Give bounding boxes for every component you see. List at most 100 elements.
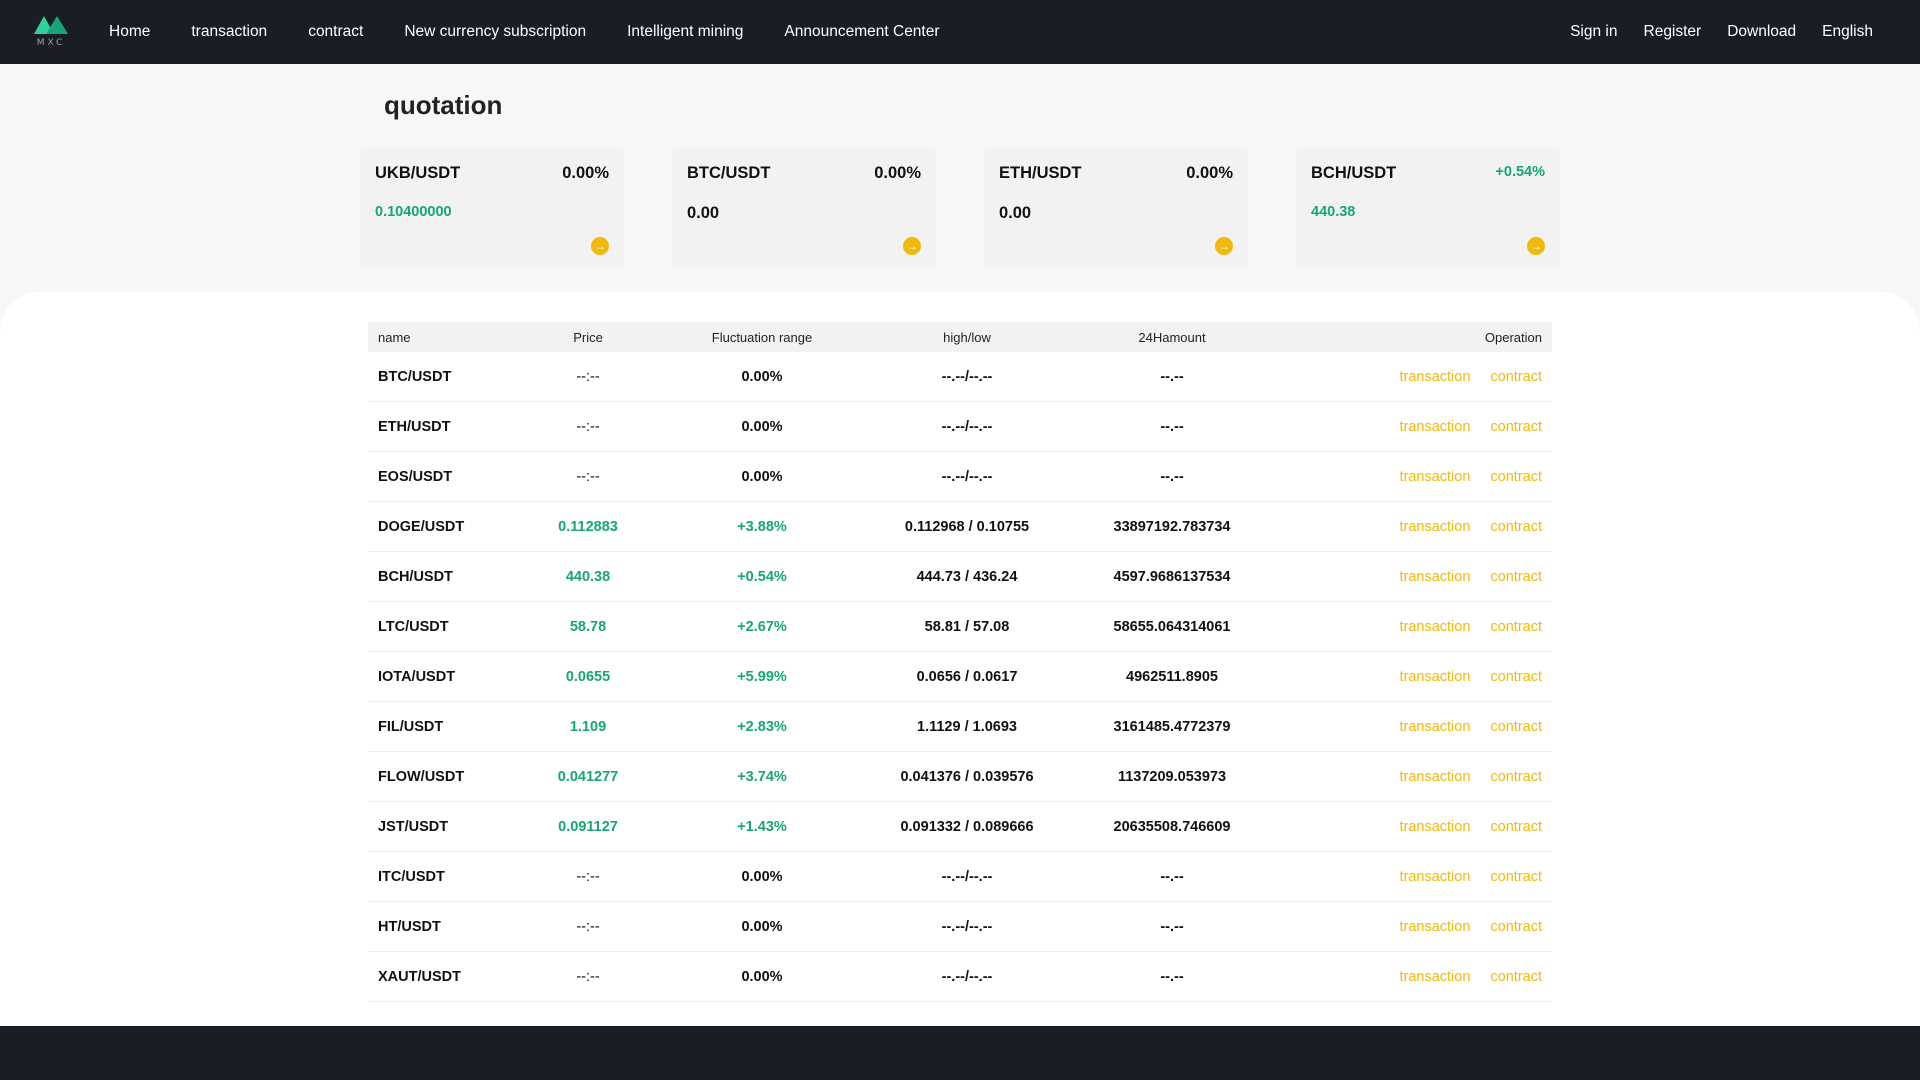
arrow-right-icon[interactable]: → [903,237,921,255]
table-row[interactable]: BCH/USDT 440.38 +0.54% 444.73 / 436.24 4597.… [368,552,1552,602]
transaction-link[interactable]: transaction [1399,368,1471,385]
arrow-right-icon[interactable]: → [1527,237,1545,255]
table-row[interactable]: LTC/USDT 58.78 +2.67% 58.81 / 57.08 58655.06… [368,602,1552,652]
pair-change: 0.00% [741,968,783,985]
quote-card[interactable]: UKB/USDT 0.00% 0.10400000 → [360,148,624,267]
pair-high-low: 444.73 / 436.24 [916,568,1018,585]
pair-change: 0.00% [741,868,783,885]
transaction-link[interactable]: transaction [1399,568,1471,585]
transaction-link[interactable]: transaction [1399,818,1471,835]
pair-high-low: 0.112968 / 0.10755 [904,518,1030,535]
pair-change: +2.83% [737,718,787,735]
contract-link[interactable]: contract [1490,668,1542,685]
market-panel [0,292,1920,1026]
table-row[interactable]: BTC/USDT --:-- 0.00% --.--/--.-- --.-- transa… [368,352,1552,402]
arrow-right-icon[interactable]: → [591,237,609,255]
pair-price: 0.112883 [558,518,618,535]
nav-new-currency-subscription[interactable]: New currency subscription [404,23,587,40]
transaction-link[interactable]: transaction [1399,418,1471,435]
transaction-link[interactable]: transaction [1399,518,1471,535]
nav-announcement-center[interactable]: Announcement Center [784,23,940,40]
arrow-right-icon[interactable]: → [1215,237,1233,255]
pair-price: 440.38 [565,568,611,585]
pair-24h-amount: 1137209.053973 [1117,768,1227,785]
pair-change: +3.74% [737,768,787,785]
card-change: 0.00% [1186,164,1233,182]
operation-cell: transaction contract [1272,969,1552,985]
nav-intelligent-mining[interactable]: Intelligent mining [627,23,744,40]
table-row[interactable]: FLOW/USDT 0.041277 +3.74% 0.041376 / 0.0395… [368,752,1552,802]
mxc-logo-icon[interactable] [30,10,72,52]
transaction-link[interactable]: transaction [1399,468,1471,485]
quote-card[interactable]: BCH/USDT +0.54% 440.38 → [1296,148,1560,267]
contract-link[interactable]: contract [1490,768,1542,785]
table-body: BTC/USDT --:-- 0.00% --.--/--.-- --.-- transa… [368,352,1552,1002]
pair-price: 0.0655 [565,668,611,685]
table-row[interactable]: JST/USDT 0.091127 +1.43% 0.091332 / 0.08966… [368,802,1552,852]
contract-link[interactable]: contract [1490,368,1542,385]
pair-price: --:-- [576,868,600,885]
operation-cell: transaction contract [1272,719,1552,735]
language-selector[interactable]: English [1822,23,1873,40]
operation-cell: transaction contract [1272,419,1552,435]
quote-card[interactable]: BTC/USDT 0.00% 0.00 → [672,148,936,267]
contract-link[interactable]: contract [1490,518,1542,535]
quote-card[interactable]: ETH/USDT 0.00% 0.00 → [984,148,1248,267]
contract-link[interactable]: contract [1490,468,1542,485]
table-row[interactable]: FIL/USDT 1.109 +2.83% 1.1129 / 1.0693 316148… [368,702,1552,752]
table-row[interactable]: XAUT/USDT --:-- 0.00% --.--/--.-- --.-- trans… [368,952,1552,1002]
pair-price: 0.091127 [558,818,618,835]
transaction-link[interactable]: transaction [1399,618,1471,635]
pair-name: LTC/USDT [378,618,449,635]
contract-link[interactable]: contract [1490,418,1542,435]
pair-24h-amount: 4597.9686137534 [1113,568,1231,585]
footer [0,1026,1920,1080]
card-price: 0.10400000 [375,204,452,220]
pair-change: +1.43% [737,818,787,835]
table-row[interactable]: ITC/USDT --:-- 0.00% --.--/--.-- --.-- transa… [368,852,1552,902]
pair-high-low: --.--/--.-- [941,368,993,385]
table-row[interactable]: IOTA/USDT 0.0655 +5.99% 0.0656 / 0.0617 4962… [368,652,1552,702]
pair-name: XAUT/USDT [378,968,461,985]
contract-link[interactable]: contract [1490,868,1542,885]
pair-high-low: --.--/--.-- [941,868,993,885]
transaction-link[interactable]: transaction [1399,768,1471,785]
pair-name: DOGE/USDT [378,518,465,535]
pair-change: 0.00% [741,418,783,435]
table-row[interactable]: HT/USDT --:-- 0.00% --.--/--.-- --.-- transac… [368,902,1552,952]
table-row[interactable]: EOS/USDT --:-- 0.00% --.--/--.-- --.-- transa… [368,452,1552,502]
pair-24h-amount: 3161485.4772379 [1113,718,1231,735]
operation-cell: transaction contract [1272,369,1552,385]
contract-link[interactable]: contract [1490,618,1542,635]
contract-link[interactable]: contract [1490,718,1542,735]
card-pair: UKB/USDT [375,164,461,182]
nav-home[interactable]: Home [109,23,151,40]
card-pair: BTC/USDT [687,164,771,182]
nav-contract[interactable]: contract [308,23,364,40]
pair-price: --:-- [576,918,600,935]
contract-link[interactable]: contract [1490,568,1542,585]
register-link[interactable]: Register [1643,23,1702,40]
pair-high-low: 0.091332 / 0.089666 [900,818,1034,835]
table-row[interactable]: DOGE/USDT 0.112883 +3.88% 0.112968 / 0.1075… [368,502,1552,552]
transaction-link[interactable]: transaction [1399,968,1471,985]
contract-link[interactable]: contract [1490,818,1542,835]
transaction-link[interactable]: transaction [1399,718,1471,735]
sign-in-link[interactable]: Sign in [1570,23,1618,40]
contract-link[interactable]: contract [1490,918,1542,935]
contract-link[interactable]: contract [1490,968,1542,985]
transaction-link[interactable]: transaction [1399,918,1471,935]
page-title: quotation [384,90,503,120]
transaction-link[interactable]: transaction [1399,668,1471,685]
nav-transaction[interactable]: transaction [191,23,268,40]
operation-cell: transaction contract [1272,869,1552,885]
transaction-link[interactable]: transaction [1399,868,1471,885]
pair-price: 0.041277 [557,768,619,785]
header-change: Fluctuation range [711,329,813,345]
pair-name: HT/USDT [378,918,441,935]
pair-price: --:-- [576,418,600,435]
table-row[interactable]: ETH/USDT --:-- 0.00% --.--/--.-- --.-- transa… [368,402,1552,452]
download-link[interactable]: Download [1727,23,1797,40]
pair-24h-amount: 4962511.8905 [1126,668,1218,685]
card-pair: BCH/USDT [1311,164,1397,182]
